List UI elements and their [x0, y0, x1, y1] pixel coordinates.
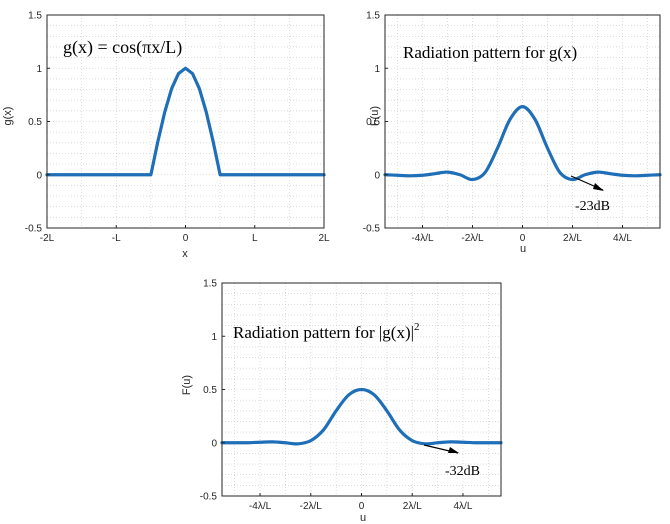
sidelobe-label-pattern-gx: -23dB: [575, 199, 610, 214]
x-tick-label: 2L: [318, 233, 330, 244]
x-ticks-gx: -2L -L 0 L 2L: [40, 225, 330, 244]
y-tick-label: 0: [211, 438, 217, 449]
sidelobe-arrowhead-pattern-gx-squared: [448, 447, 459, 453]
y-tick-label: 0: [374, 170, 380, 181]
annotation-pattern-gx-squared: Radiation pattern for |g(x)|2: [233, 321, 420, 342]
x-tick-label: -4λ/L: [411, 233, 434, 244]
y-tick-label: 1.5: [203, 279, 217, 290]
x-axis-label-gx: x: [182, 248, 188, 260]
y-tick-label: 1: [374, 64, 380, 75]
x-tick-label: 4λ/L: [454, 501, 473, 512]
series-line: [45, 66, 326, 177]
y-tick-label: 1.5: [366, 11, 380, 22]
x-tick-label: 0: [520, 233, 526, 244]
x-tick-label: 4λ/L: [613, 233, 632, 244]
x-tick-label: -2λ/L: [461, 233, 484, 244]
x-tick-label: -2L: [40, 233, 55, 244]
x-tick-label: -L: [112, 233, 121, 244]
sidelobe-label-pattern-gx-squared: -32dB: [445, 464, 480, 479]
x-axis-label-pattern-gx: u: [520, 243, 526, 255]
series-line: [383, 104, 662, 182]
annotation-superscript: 2: [414, 321, 420, 333]
y-tick-label: 0.5: [366, 117, 380, 128]
y-tick-label: -0.5: [200, 492, 218, 503]
series-pattern-gx-squared: [220, 387, 503, 446]
x-axis-label-pattern-gx-squared: u: [360, 512, 366, 524]
x-ticks-pattern-gx: -4λ/L -2λ/L 0 2λ/L 4λ/L: [411, 225, 632, 244]
series-line: [220, 387, 503, 446]
y-ticks-pattern-gx: -0.5 0 0.5 1 1.5: [363, 11, 388, 235]
x-ticks-pattern-gx-squared: -4λ/L -2λ/L 0 2λ/L 4λ/L: [249, 493, 473, 512]
x-tick-label: 2λ/L: [403, 501, 422, 512]
x-tick-label: 0: [359, 501, 365, 512]
x-tick-label: 2λ/L: [563, 233, 582, 244]
annotation-pattern-gx: Radiation pattern for g(x): [403, 43, 577, 62]
panel-pattern-gx: -4λ/L -2λ/L 0 2λ/L 4λ/L -0.500.511.5 u F(u) …: [363, 11, 662, 255]
y-tick-label: 0.5: [203, 385, 217, 396]
y-tick-label: -0.5: [25, 224, 43, 235]
series-gx: [45, 66, 326, 177]
y-tick-label: 0: [36, 170, 42, 181]
annotation-main: |g(x)|: [379, 323, 414, 342]
y-tick-label: 1: [36, 64, 42, 75]
y-tick-label: 1.5: [28, 11, 42, 22]
y-ticks-pattern-gx-squared: -0.5 0 0.5 1 1.5: [200, 279, 225, 503]
x-tick-label: L: [252, 233, 258, 244]
x-tick-label: -2λ/L: [300, 501, 323, 512]
y-ticks-gx: -0.5 0 0.5 1 1.5: [25, 11, 50, 235]
y-tick-label: 0.5: [28, 117, 42, 128]
panel-gx: -2L -L 0 L 2L -0.5 0 0.5 1 1.5 x g(x) g(x) = cos…: [2, 11, 330, 261]
y-tick-label: -0.5: [363, 224, 381, 235]
grid-pattern-gx-squared: [222, 283, 501, 496]
x-tick-label: 0: [183, 233, 189, 244]
y-tick-label: 1: [211, 332, 217, 343]
series-pattern-gx: [383, 104, 662, 182]
y-axis-label-gx: g(x): [2, 107, 14, 126]
x-tick-label: -4λ/L: [249, 501, 272, 512]
panel-pattern-gx-squared: -4λ/L -2λ/L 0 2λ/L 4λ/L -0.500.511.5 u F(u) …: [181, 279, 503, 524]
annotation-prefix: Radiation pattern for: [233, 323, 379, 342]
grid-pattern-gx: [385, 15, 660, 228]
y-axis-label-pattern-gx-squared: F(u): [181, 375, 193, 395]
annotation-gx: g(x) = cos(πx/L): [63, 37, 182, 58]
sidelobe-arrowhead-pattern-gx: [593, 183, 604, 191]
y-axis-label-pattern-gx: F(u): [369, 106, 381, 126]
